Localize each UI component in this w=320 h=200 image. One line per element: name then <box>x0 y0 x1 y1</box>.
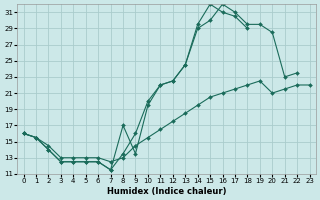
X-axis label: Humidex (Indice chaleur): Humidex (Indice chaleur) <box>107 187 226 196</box>
